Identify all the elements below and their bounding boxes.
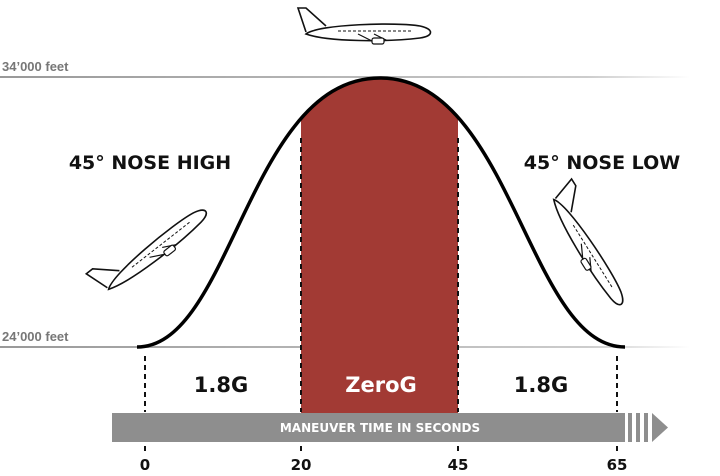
tick-label-65: 65 bbox=[607, 456, 628, 474]
segment-label-pull-out: 1.8G bbox=[514, 373, 568, 397]
segment-label-zero-g: ZeroG bbox=[345, 373, 417, 397]
segment-label-pull-up: 1.8G bbox=[194, 373, 248, 397]
airplane-climbing-icon bbox=[85, 191, 214, 303]
nose-low-label: 45° NOSE LOW bbox=[524, 152, 680, 174]
zero-g-region-lower bbox=[301, 347, 458, 413]
time-markers bbox=[144, 138, 618, 452]
altitude-label-bottom: 24’000 feet bbox=[2, 329, 69, 344]
timeline-bar: MANEUVER TIME IN SECONDS bbox=[112, 413, 668, 442]
arrow-head-icon bbox=[652, 413, 668, 442]
nose-high-label: 45° NOSE HIGH bbox=[69, 152, 231, 174]
airplane-level-icon bbox=[297, 7, 432, 45]
tick-label-20: 20 bbox=[291, 456, 312, 474]
parabola-trajectory bbox=[136, 76, 626, 349]
altitude-line-top bbox=[0, 76, 690, 78]
tick-label-0: 0 bbox=[140, 456, 150, 474]
tick-label-45: 45 bbox=[448, 456, 469, 474]
altitude-label-top: 34’000 feet bbox=[2, 59, 69, 74]
timeline-label: MANEUVER TIME IN SECONDS bbox=[280, 421, 480, 435]
